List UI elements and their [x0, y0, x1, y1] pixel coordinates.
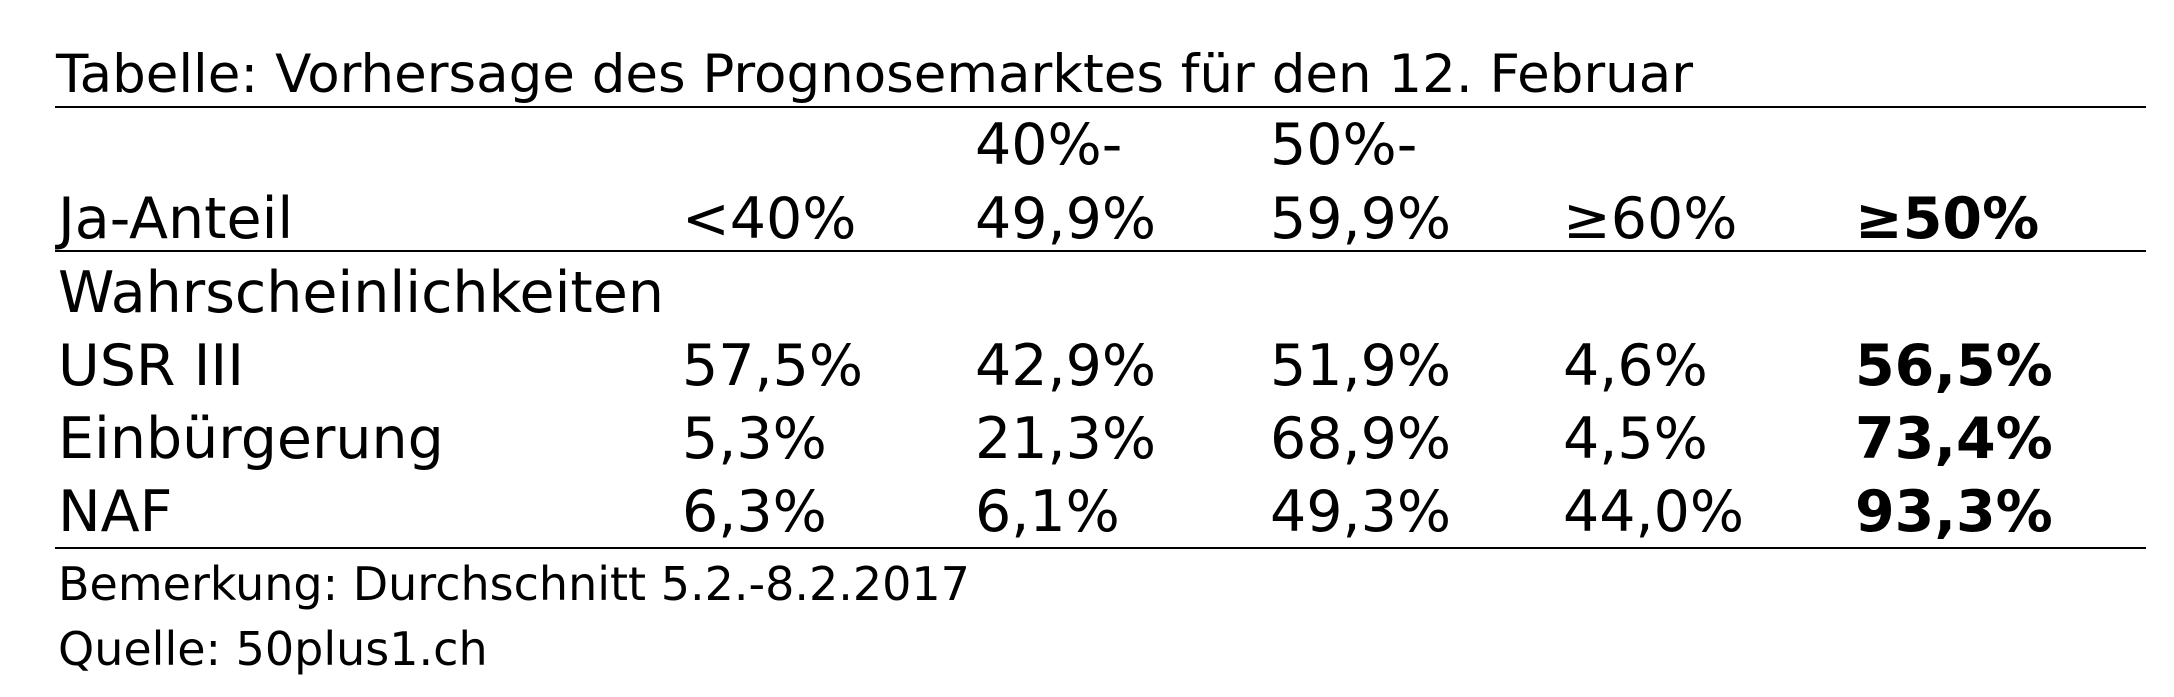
table-cell: 68,9% — [1270, 406, 1451, 472]
table-title: Tabelle: Vorhersage des Prognosemarktes … — [55, 44, 1693, 105]
table-cell: 57,5% — [682, 333, 863, 399]
table-cell: 93,3% — [1855, 479, 2053, 545]
footnote: Quelle: 50plus1.ch — [58, 622, 488, 676]
section-label: Wahrscheinlichkeiten — [58, 260, 664, 326]
table-cell: 73,4% — [1855, 406, 2053, 472]
row-label: USR III — [58, 333, 244, 399]
header-label: Ja-Anteil — [55, 186, 293, 252]
table-cell: 49,3% — [1270, 479, 1451, 545]
table-cell: 21,3% — [975, 406, 1156, 472]
table-cell: 5,3% — [682, 406, 827, 472]
row-label: Einbürgerung — [58, 406, 444, 472]
footnote: Bemerkung: Durchschnitt 5.2.-8.2.2017 — [58, 557, 970, 611]
table-cell: 4,6% — [1563, 333, 1708, 399]
header-cell: 59,9% — [1270, 186, 1451, 252]
header-cell: 49,9% — [975, 186, 1156, 252]
header-cell: ≥60% — [1563, 186, 1737, 252]
header-cell: <40% — [682, 186, 856, 252]
header-cell: 40%- — [975, 112, 1122, 178]
row-label: NAF — [58, 479, 172, 545]
table-cell: 6,1% — [975, 479, 1120, 545]
table-cell: 56,5% — [1855, 333, 2053, 399]
header-cell: 50%- — [1270, 112, 1417, 178]
table-cell: 51,9% — [1270, 333, 1451, 399]
table-cell: 4,5% — [1563, 406, 1708, 472]
table-cell: 6,3% — [682, 479, 827, 545]
header-cell: ≥50% — [1855, 186, 2039, 252]
table-cell: 42,9% — [975, 333, 1156, 399]
table-cell: 44,0% — [1563, 479, 1744, 545]
